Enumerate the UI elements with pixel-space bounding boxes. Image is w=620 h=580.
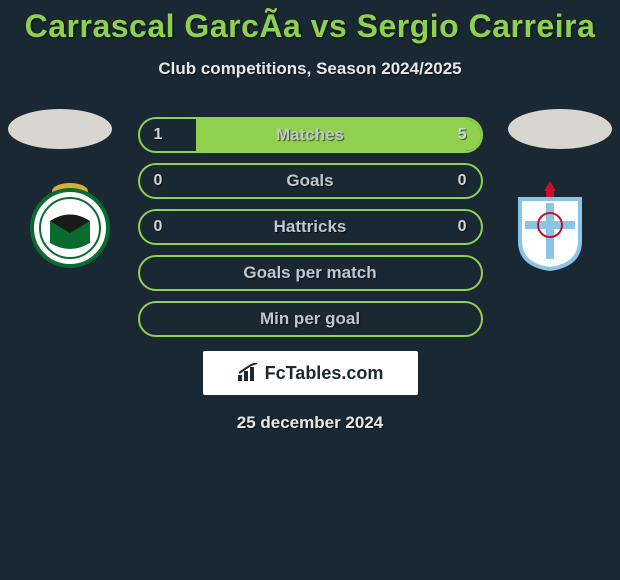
site-brand-text: FcTables.com <box>265 363 384 384</box>
bar-chart-icon <box>237 363 261 383</box>
stat-right-value: 0 <box>458 218 467 236</box>
stat-row-min-per-goal: Min per goal <box>138 301 483 337</box>
shield-icon <box>500 173 600 273</box>
stat-label: Goals per match <box>243 263 376 283</box>
stat-label: Hattricks <box>274 217 347 237</box>
comparison-panel: 1 Matches 5 0 Goals 0 0 Hattricks 0 Goal… <box>0 109 620 433</box>
stat-row-goals: 0 Goals 0 <box>138 163 483 199</box>
stat-row-matches: 1 Matches 5 <box>138 117 483 153</box>
stat-left-value: 0 <box>154 218 163 236</box>
player-right-avatar <box>508 109 612 149</box>
page-title: Carrascal GarcÃ­a vs Sergio Carreira <box>0 0 620 45</box>
stat-row-hattricks: 0 Hattricks 0 <box>138 209 483 245</box>
stat-left-value: 0 <box>154 172 163 190</box>
player-left-avatar <box>8 109 112 149</box>
site-brand-badge: FcTables.com <box>203 351 418 395</box>
date-text: 25 december 2024 <box>0 413 620 433</box>
stat-bars: 1 Matches 5 0 Goals 0 0 Hattricks 0 Goal… <box>138 109 483 337</box>
stat-row-goals-per-match: Goals per match <box>138 255 483 291</box>
shield-icon <box>20 173 120 273</box>
stat-left-value: 1 <box>154 126 163 144</box>
stat-label: Matches <box>276 125 344 145</box>
stat-right-value: 0 <box>458 172 467 190</box>
stat-right-value: 5 <box>458 126 467 144</box>
subtitle: Club competitions, Season 2024/2025 <box>0 59 620 79</box>
club-right-badge <box>500 173 600 273</box>
club-left-badge <box>20 173 120 273</box>
stat-label: Min per goal <box>260 309 360 329</box>
stat-label: Goals <box>286 171 333 191</box>
